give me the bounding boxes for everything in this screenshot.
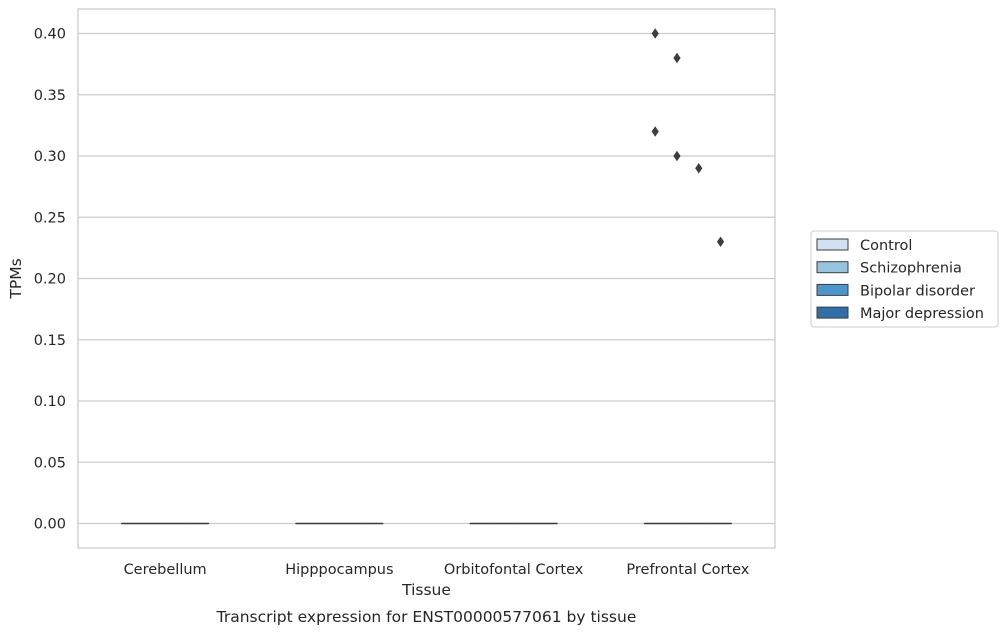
outlier-point xyxy=(673,52,681,64)
x-tick-label: Prefrontal Cortex xyxy=(626,562,749,578)
outliers xyxy=(651,28,725,247)
y-tick-labels: 0.00 0.05 0.10 0.15 0.20 0.25 0.30 0.35 0.40 xyxy=(34,27,66,533)
outlier-point xyxy=(716,236,725,247)
y-tick-label: 0.15 xyxy=(34,333,66,349)
outlier-point xyxy=(651,28,659,39)
outlier-point xyxy=(673,150,681,162)
y-tick-label: 0.25 xyxy=(34,210,66,226)
legend-frame xyxy=(810,230,999,328)
x-tick-label: Hipppocampus xyxy=(285,562,393,578)
x-tick-label: Orbitofontal Cortex xyxy=(444,562,584,578)
y-tick-label: 0.40 xyxy=(34,27,66,43)
x-tick-label: Cerebellum xyxy=(124,562,207,578)
outlier-point xyxy=(695,163,703,174)
legend-swatch xyxy=(816,283,849,296)
legend: Control Schizophrenia Bipolar disorder Majo… xyxy=(810,230,999,328)
legend-swatch xyxy=(816,238,849,251)
grid-lines xyxy=(78,32,775,525)
y-tick-label: 0.10 xyxy=(34,394,66,410)
x-axis-label: Tissue xyxy=(401,581,451,599)
y-axis-label: TPMs xyxy=(7,258,25,299)
legend-swatch xyxy=(816,306,849,319)
legend-label: Major depression xyxy=(860,306,984,322)
y-tick-label: 0.00 xyxy=(34,517,66,533)
y-tick-label: 0.20 xyxy=(34,272,66,288)
y-tick-label: 0.05 xyxy=(34,455,66,471)
plot-frame xyxy=(77,8,776,549)
y-tick-label: 0.30 xyxy=(34,149,66,165)
outlier-point xyxy=(651,126,659,137)
legend-swatch xyxy=(816,261,849,274)
legend-label: Schizophrenia xyxy=(860,261,962,277)
legend-label: Bipolar disorder xyxy=(860,283,975,299)
y-tick-label: 0.35 xyxy=(34,88,66,104)
x-tick-labels: Cerebellum Hipppocampus Orbitofontal Corte… xyxy=(124,562,750,578)
legend-label: Control xyxy=(860,238,912,254)
chart-title: Transcript expression for ENST0000057706… xyxy=(216,608,637,626)
